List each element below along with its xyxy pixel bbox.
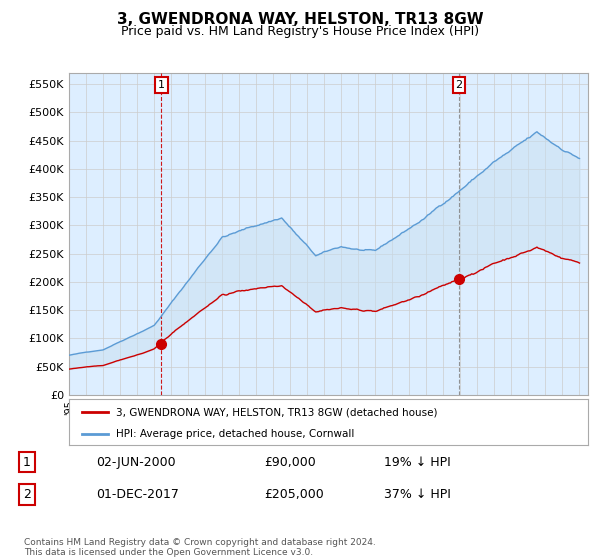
Text: Price paid vs. HM Land Registry's House Price Index (HPI): Price paid vs. HM Land Registry's House …: [121, 25, 479, 38]
Text: 1: 1: [158, 80, 165, 90]
Text: Contains HM Land Registry data © Crown copyright and database right 2024.
This d: Contains HM Land Registry data © Crown c…: [24, 538, 376, 557]
Text: 3, GWENDRONA WAY, HELSTON, TR13 8GW: 3, GWENDRONA WAY, HELSTON, TR13 8GW: [116, 12, 484, 27]
Text: 02-JUN-2000: 02-JUN-2000: [96, 456, 176, 469]
Text: 2: 2: [23, 488, 31, 501]
Text: 3, GWENDRONA WAY, HELSTON, TR13 8GW (detached house): 3, GWENDRONA WAY, HELSTON, TR13 8GW (det…: [116, 407, 437, 417]
Text: 1: 1: [23, 456, 31, 469]
Text: 37% ↓ HPI: 37% ↓ HPI: [384, 488, 451, 501]
Text: 2: 2: [455, 80, 463, 90]
Text: 01-DEC-2017: 01-DEC-2017: [96, 488, 179, 501]
Text: HPI: Average price, detached house, Cornwall: HPI: Average price, detached house, Corn…: [116, 429, 354, 438]
Text: £205,000: £205,000: [264, 488, 324, 501]
Text: 19% ↓ HPI: 19% ↓ HPI: [384, 456, 451, 469]
Text: £90,000: £90,000: [264, 456, 316, 469]
